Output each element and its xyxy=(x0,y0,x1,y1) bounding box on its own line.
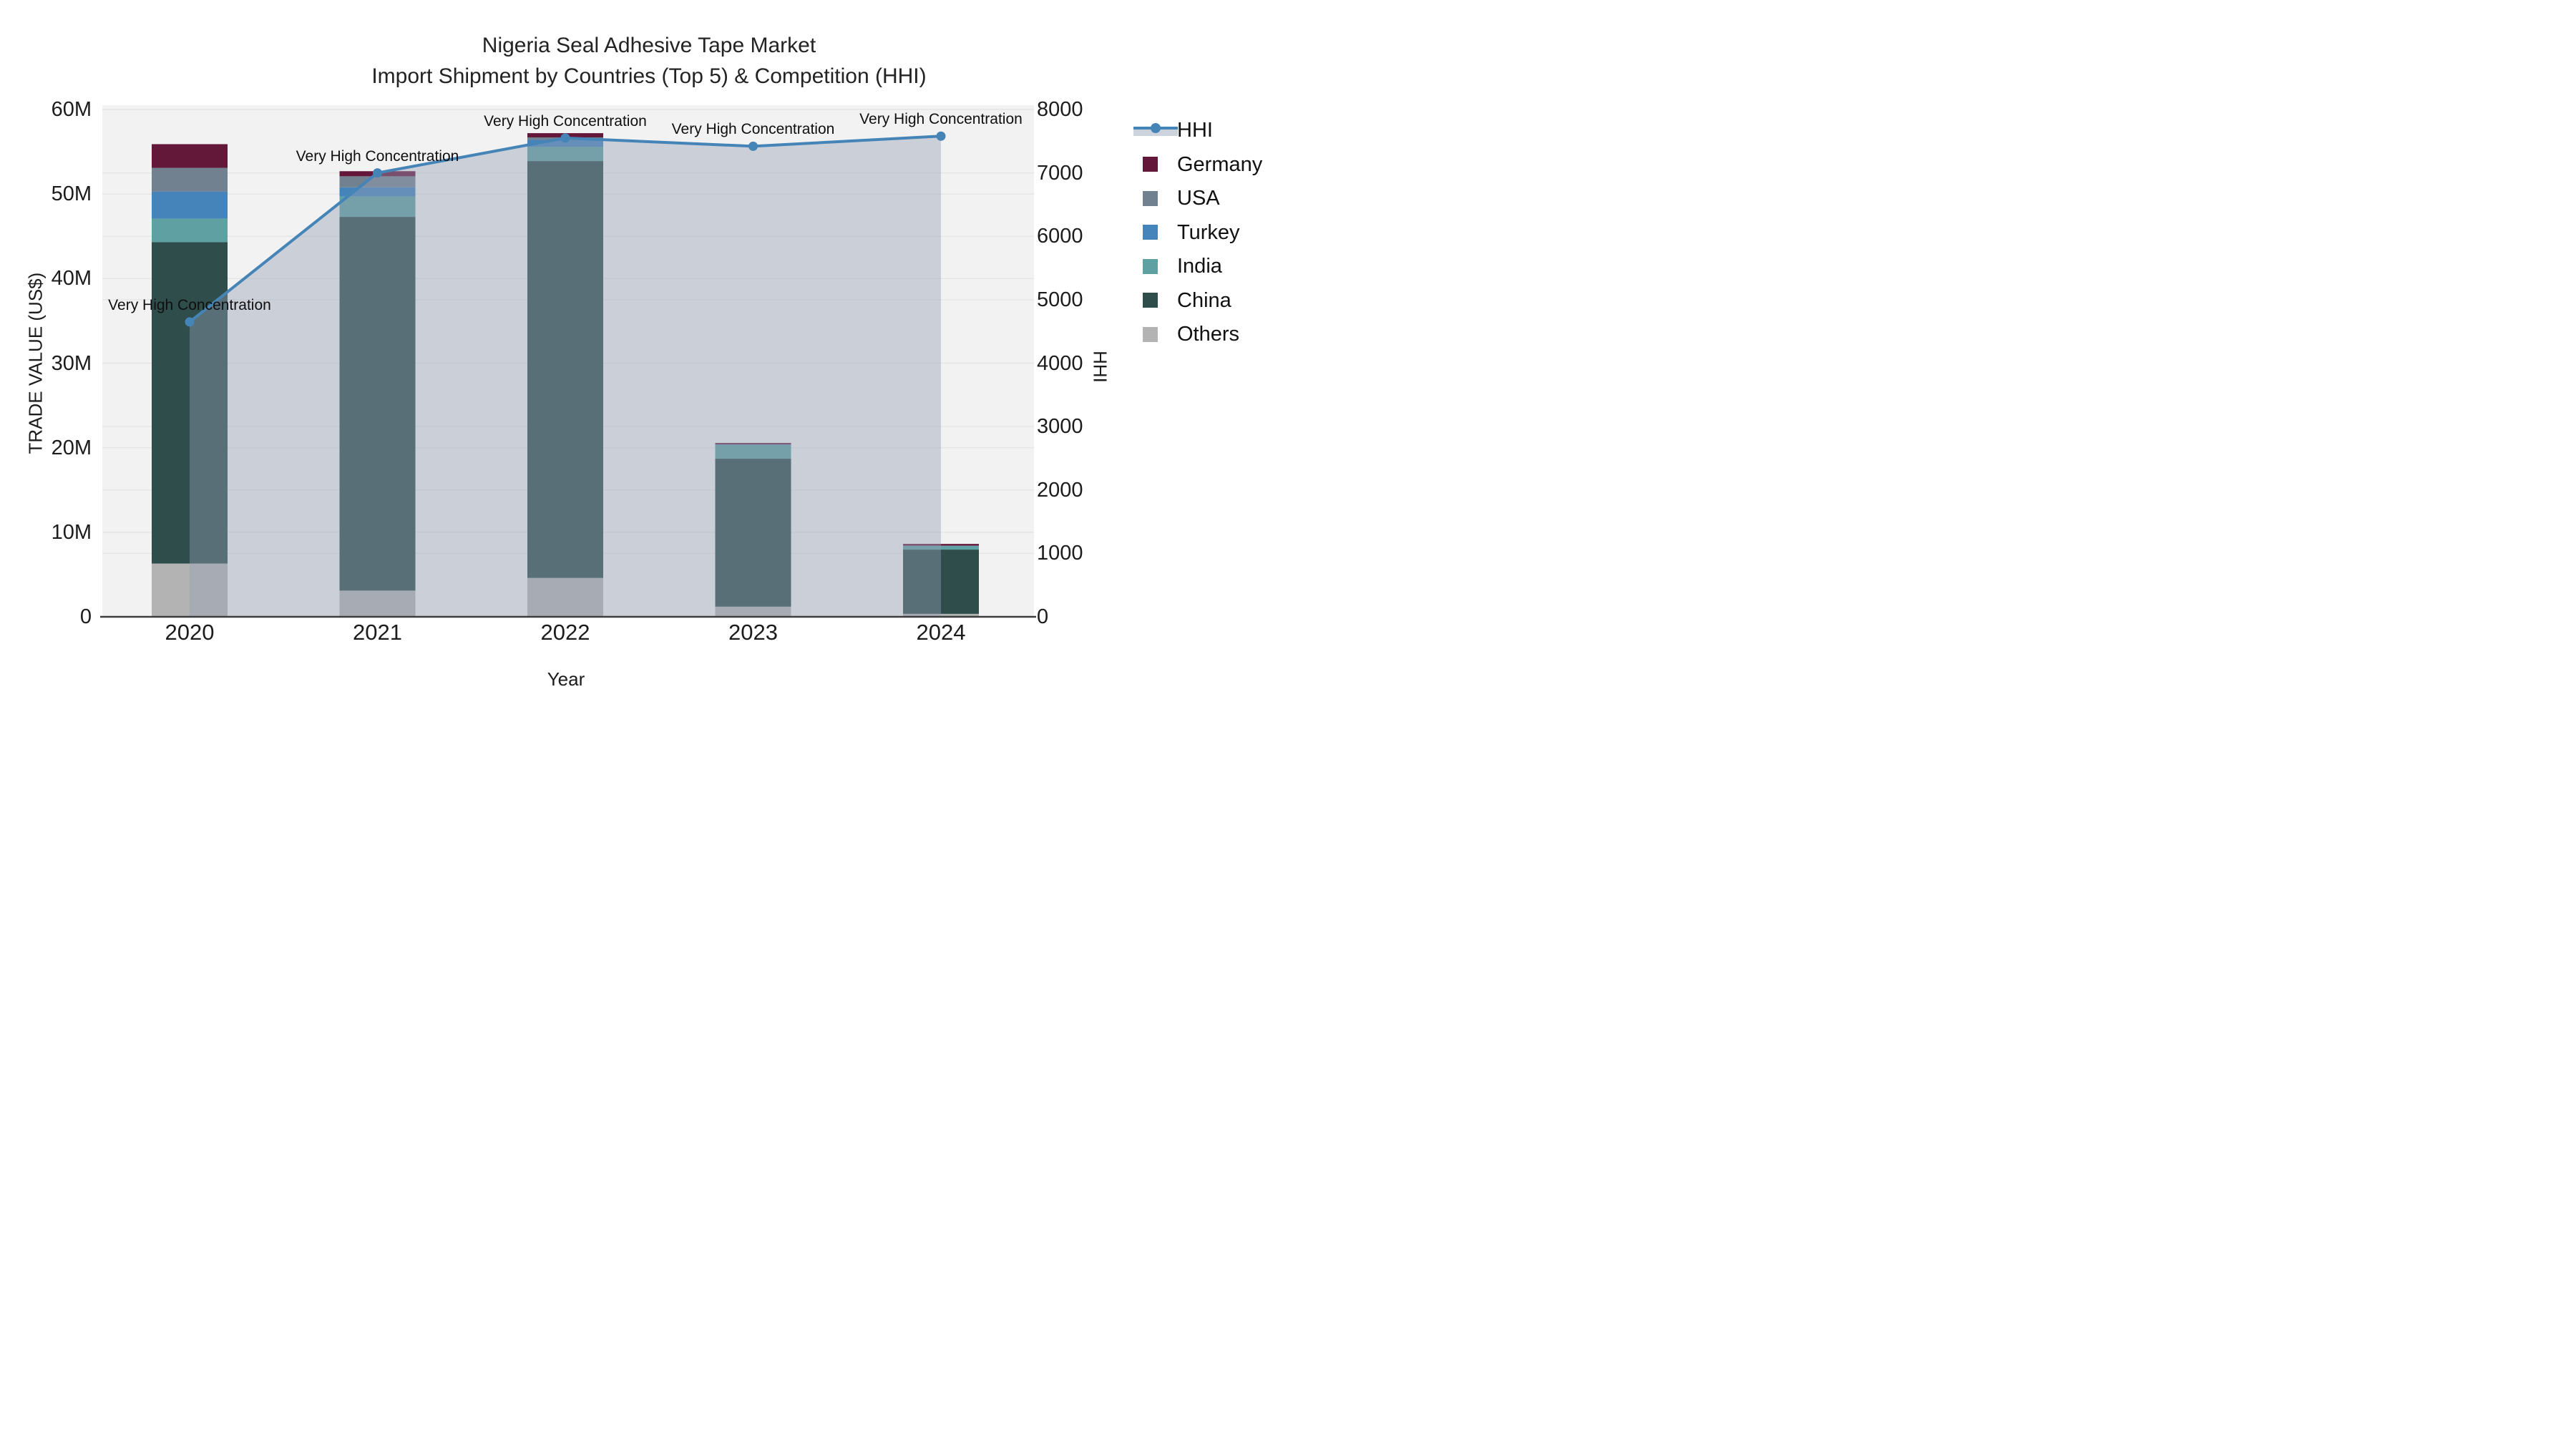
x-axis-title: Year xyxy=(547,668,585,690)
legend-label-hhi: HHI xyxy=(1177,119,1213,142)
x-tick-2022: 2022 xyxy=(540,620,590,645)
hhi-marker-2023[interactable] xyxy=(748,141,758,151)
hhi-marker-2020[interactable] xyxy=(185,317,195,327)
legend-item-turkey[interactable]: Turkey xyxy=(1143,218,1240,247)
legend-label-usa: USA xyxy=(1177,187,1220,210)
bar-segment-turkey-2020[interactable] xyxy=(152,191,228,219)
bar-segment-china-2020[interactable] xyxy=(152,242,228,564)
x-tick-2024: 2024 xyxy=(916,620,966,645)
hhi-marker-2021[interactable] xyxy=(373,168,382,178)
bar-segment-turkey-2022[interactable] xyxy=(527,140,603,147)
hhi-swatch-dot xyxy=(1151,123,1161,133)
legend-label-india: India xyxy=(1177,255,1222,278)
legend-swatch-others xyxy=(1143,326,1158,342)
left-tick-10M: 10M xyxy=(51,520,92,544)
bar-segment-usa-2021[interactable] xyxy=(339,176,416,187)
right-tick-8000: 8000 xyxy=(1037,98,1083,121)
right-tick-7000: 7000 xyxy=(1037,161,1083,185)
annotation-2024: Very High Concentration xyxy=(859,111,1023,128)
right-tick-6000: 6000 xyxy=(1037,225,1083,248)
bar-segment-china-2022[interactable] xyxy=(527,161,603,578)
hhi-marker-2022[interactable] xyxy=(560,133,570,143)
legend-swatch-usa xyxy=(1143,190,1158,206)
bar-segment-usa-2020[interactable] xyxy=(152,167,228,192)
bar-segment-others-2022[interactable] xyxy=(527,577,603,617)
bar-segment-germany-2020[interactable] xyxy=(152,144,228,168)
legend-label-china: China xyxy=(1177,288,1231,312)
left-tick-60M: 60M xyxy=(51,98,92,121)
left-tick-30M: 30M xyxy=(51,351,92,375)
bar-segment-others-2024[interactable] xyxy=(903,613,979,617)
hhi-area-fill xyxy=(190,136,941,617)
left-tick-50M: 50M xyxy=(51,182,92,206)
x-tick-2020: 2020 xyxy=(165,620,215,645)
left-tick-20M: 20M xyxy=(51,436,92,459)
right-tick-5000: 5000 xyxy=(1037,288,1083,311)
bar-segment-others-2023[interactable] xyxy=(715,606,791,617)
bar-segment-china-2023[interactable] xyxy=(715,459,791,607)
legend-item-india[interactable]: India xyxy=(1143,252,1222,280)
right-tick-1000: 1000 xyxy=(1037,542,1083,565)
legend-item-others[interactable]: Others xyxy=(1143,320,1239,348)
bar-segment-others-2021[interactable] xyxy=(339,590,416,617)
right-tick-3000: 3000 xyxy=(1037,415,1083,439)
legend-swatch-germany xyxy=(1143,157,1158,172)
bar-segment-india-2023[interactable] xyxy=(715,445,791,459)
legend-swatch-china xyxy=(1143,293,1158,308)
hhi-marker-2024[interactable] xyxy=(936,131,946,141)
bar-segment-germany-2024[interactable] xyxy=(903,544,979,546)
plot-area-canvas xyxy=(100,105,1036,618)
bar-segment-turkey-2023[interactable] xyxy=(715,444,791,446)
left-tick-0: 0 xyxy=(79,605,92,628)
legend-label-others: Others xyxy=(1177,323,1240,346)
annotation-2022: Very High Concentration xyxy=(484,112,647,130)
x-tick-2023: 2023 xyxy=(728,620,778,645)
annotation-2020: Very High Concentration xyxy=(108,296,271,313)
right-tick-0: 0 xyxy=(1037,605,1049,628)
bar-segment-china-2021[interactable] xyxy=(339,217,416,591)
x-tick-2021: 2021 xyxy=(353,620,402,645)
annotation-2023: Very High Concentration xyxy=(671,121,835,138)
bar-segment-india-2020[interactable] xyxy=(152,218,228,243)
hhi-line-swatch-icon xyxy=(1133,122,1178,138)
right-axis-title: HHI xyxy=(1089,351,1111,383)
bar-segment-others-2020[interactable] xyxy=(152,563,228,617)
chart-title-line2: Import Shipment by Countries (Top 5) & C… xyxy=(371,64,927,88)
bar-segment-germany-2023[interactable] xyxy=(715,443,791,444)
legend-item-germany[interactable]: Germany xyxy=(1143,150,1262,179)
bar-segment-usa-2023[interactable] xyxy=(715,444,791,445)
legend-label-germany: Germany xyxy=(1177,152,1263,176)
chart-title: Nigeria Seal Adhesive Tape Market Import… xyxy=(0,30,1288,92)
right-tick-2000: 2000 xyxy=(1037,478,1083,502)
legend-item-china[interactable]: China xyxy=(1143,286,1231,315)
left-tick-40M: 40M xyxy=(51,267,92,291)
bar-segment-india-2024[interactable] xyxy=(903,546,979,550)
bar-segment-india-2022[interactable] xyxy=(527,146,603,162)
legend-swatch-india xyxy=(1143,258,1158,274)
bar-segment-india-2021[interactable] xyxy=(339,196,416,218)
legend-item-usa[interactable]: USA xyxy=(1143,184,1220,213)
legend-label-turkey: Turkey xyxy=(1177,220,1240,244)
annotation-2021: Very High Concentration xyxy=(296,147,459,165)
chart-figure: Nigeria Seal Adhesive Tape Market Import… xyxy=(0,0,1288,725)
bar-segment-china-2024[interactable] xyxy=(903,550,979,614)
legend-swatch-turkey xyxy=(1143,225,1158,240)
legend-item-hhi[interactable]: HHI xyxy=(1133,116,1213,145)
chart-title-line1: Nigeria Seal Adhesive Tape Market xyxy=(482,34,816,57)
right-tick-4000: 4000 xyxy=(1037,351,1083,375)
